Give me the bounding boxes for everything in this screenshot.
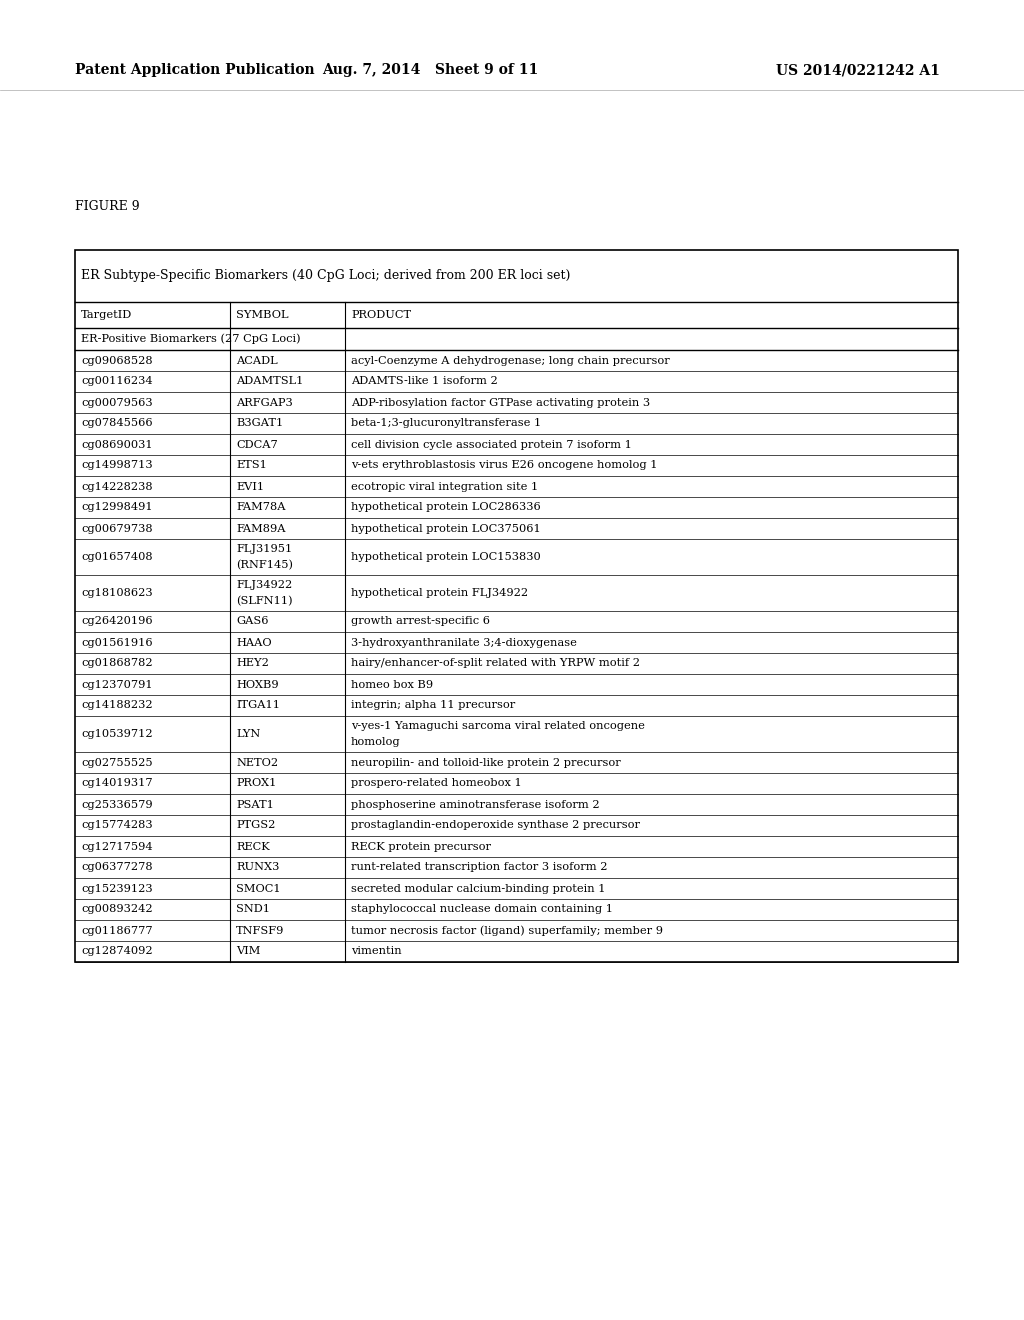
Text: CDCA7: CDCA7 [236, 440, 278, 450]
Text: acyl-Coenzyme A dehydrogenase; long chain precursor: acyl-Coenzyme A dehydrogenase; long chai… [351, 355, 670, 366]
Text: HEY2: HEY2 [236, 659, 269, 668]
Text: tumor necrosis factor (ligand) superfamily; member 9: tumor necrosis factor (ligand) superfami… [351, 925, 663, 936]
Text: PSAT1: PSAT1 [236, 800, 273, 809]
Text: cg25336579: cg25336579 [81, 800, 153, 809]
Text: Aug. 7, 2014   Sheet 9 of 11: Aug. 7, 2014 Sheet 9 of 11 [322, 63, 539, 77]
Text: SYMBOL: SYMBOL [236, 310, 289, 319]
Text: hypothetical protein FLJ34922: hypothetical protein FLJ34922 [351, 587, 528, 598]
Text: cg15239123: cg15239123 [81, 883, 153, 894]
Text: ADP-ribosylation factor GTPase activating protein 3: ADP-ribosylation factor GTPase activatin… [351, 397, 650, 408]
Text: cg01868782: cg01868782 [81, 659, 153, 668]
Text: cg00116234: cg00116234 [81, 376, 153, 387]
Text: ITGA11: ITGA11 [236, 701, 280, 710]
Text: cg00079563: cg00079563 [81, 397, 153, 408]
Text: cg18108623: cg18108623 [81, 587, 153, 598]
Text: HAAO: HAAO [236, 638, 271, 648]
Text: US 2014/0221242 A1: US 2014/0221242 A1 [776, 63, 940, 77]
Text: v-ets erythroblastosis virus E26 oncogene homolog 1: v-ets erythroblastosis virus E26 oncogen… [351, 461, 657, 470]
Text: ARFGAP3: ARFGAP3 [236, 397, 293, 408]
Text: cg01657408: cg01657408 [81, 552, 153, 562]
Bar [75, 249, 958, 962]
Text: runt-related transcription factor 3 isoform 2: runt-related transcription factor 3 isof… [351, 862, 607, 873]
Text: ETS1: ETS1 [236, 461, 267, 470]
Text: cg14228238: cg14228238 [81, 482, 153, 491]
Text: (SLFN11): (SLFN11) [236, 595, 293, 606]
Text: FLJ34922: FLJ34922 [236, 579, 292, 590]
Text: cg01561916: cg01561916 [81, 638, 153, 648]
Text: cg12717594: cg12717594 [81, 842, 153, 851]
Text: FIGURE 9: FIGURE 9 [75, 201, 139, 213]
Text: ACADL: ACADL [236, 355, 278, 366]
Text: ADAMTS-like 1 isoform 2: ADAMTS-like 1 isoform 2 [351, 376, 498, 387]
Text: vimentin: vimentin [351, 946, 401, 957]
Text: hypothetical protein LOC153830: hypothetical protein LOC153830 [351, 552, 541, 562]
Text: cg10539712: cg10539712 [81, 729, 153, 739]
Text: cg00679738: cg00679738 [81, 524, 153, 533]
Text: cg06377278: cg06377278 [81, 862, 153, 873]
Text: phosphoserine aminotransferase isoform 2: phosphoserine aminotransferase isoform 2 [351, 800, 600, 809]
Text: cg08690031: cg08690031 [81, 440, 153, 450]
Text: cg26420196: cg26420196 [81, 616, 153, 627]
Text: secreted modular calcium-binding protein 1: secreted modular calcium-binding protein… [351, 883, 605, 894]
Text: cg12370791: cg12370791 [81, 680, 153, 689]
Text: cg14188232: cg14188232 [81, 701, 153, 710]
Text: prospero-related homeobox 1: prospero-related homeobox 1 [351, 779, 522, 788]
Text: ER-Positive Biomarkers (27 CpG Loci): ER-Positive Biomarkers (27 CpG Loci) [81, 334, 301, 345]
Text: homolog: homolog [351, 737, 400, 747]
Text: beta-1;3-glucuronyltransferase 1: beta-1;3-glucuronyltransferase 1 [351, 418, 542, 429]
Text: cg14019317: cg14019317 [81, 779, 153, 788]
Text: hypothetical protein LOC286336: hypothetical protein LOC286336 [351, 503, 541, 512]
Text: Patent Application Publication: Patent Application Publication [75, 63, 314, 77]
Text: neuropilin- and tolloid-like protein 2 precursor: neuropilin- and tolloid-like protein 2 p… [351, 758, 621, 767]
Text: cg02755525: cg02755525 [81, 758, 153, 767]
Text: SMOC1: SMOC1 [236, 883, 281, 894]
Text: PTGS2: PTGS2 [236, 821, 275, 830]
Text: B3GAT1: B3GAT1 [236, 418, 284, 429]
Text: v-yes-1 Yamaguchi sarcoma viral related oncogene: v-yes-1 Yamaguchi sarcoma viral related … [351, 721, 645, 731]
Text: RUNX3: RUNX3 [236, 862, 280, 873]
Text: cg12998491: cg12998491 [81, 503, 153, 512]
Text: cg12874092: cg12874092 [81, 946, 153, 957]
Text: FLJ31951: FLJ31951 [236, 544, 292, 554]
Text: HOXB9: HOXB9 [236, 680, 279, 689]
Text: cg01186777: cg01186777 [81, 925, 153, 936]
Text: FAM89A: FAM89A [236, 524, 286, 533]
Text: ADAMTSL1: ADAMTSL1 [236, 376, 303, 387]
Text: RECK: RECK [236, 842, 269, 851]
Text: cg07845566: cg07845566 [81, 418, 153, 429]
Text: (RNF145): (RNF145) [236, 560, 293, 570]
Text: LYN: LYN [236, 729, 260, 739]
Text: SND1: SND1 [236, 904, 270, 915]
Text: PRODUCT: PRODUCT [351, 310, 411, 319]
Text: hypothetical protein LOC375061: hypothetical protein LOC375061 [351, 524, 541, 533]
Text: ecotropic viral integration site 1: ecotropic viral integration site 1 [351, 482, 539, 491]
Text: homeo box B9: homeo box B9 [351, 680, 433, 689]
Text: cell division cycle associated protein 7 isoform 1: cell division cycle associated protein 7… [351, 440, 632, 450]
Text: PROX1: PROX1 [236, 779, 276, 788]
Text: integrin; alpha 11 precursor: integrin; alpha 11 precursor [351, 701, 515, 710]
Text: cg00893242: cg00893242 [81, 904, 153, 915]
Text: TNFSF9: TNFSF9 [236, 925, 285, 936]
Text: cg15774283: cg15774283 [81, 821, 153, 830]
Text: TargetID: TargetID [81, 310, 132, 319]
Text: staphylococcal nuclease domain containing 1: staphylococcal nuclease domain containin… [351, 904, 613, 915]
Text: growth arrest-specific 6: growth arrest-specific 6 [351, 616, 490, 627]
Text: NETO2: NETO2 [236, 758, 279, 767]
Text: EVI1: EVI1 [236, 482, 264, 491]
Text: VIM: VIM [236, 946, 260, 957]
Text: 3-hydroxyanthranilate 3;4-dioxygenase: 3-hydroxyanthranilate 3;4-dioxygenase [351, 638, 577, 648]
Text: ER Subtype-Specific Biomarkers (40 CpG Loci; derived from 200 ER loci set): ER Subtype-Specific Biomarkers (40 CpG L… [81, 269, 570, 282]
Text: RECK protein precursor: RECK protein precursor [351, 842, 490, 851]
Text: GAS6: GAS6 [236, 616, 268, 627]
Text: FAM78A: FAM78A [236, 503, 286, 512]
Text: cg14998713: cg14998713 [81, 461, 153, 470]
Text: prostaglandin-endoperoxide synthase 2 precursor: prostaglandin-endoperoxide synthase 2 pr… [351, 821, 640, 830]
Text: cg09068528: cg09068528 [81, 355, 153, 366]
Text: hairy/enhancer-of-split related with YRPW motif 2: hairy/enhancer-of-split related with YRP… [351, 659, 640, 668]
